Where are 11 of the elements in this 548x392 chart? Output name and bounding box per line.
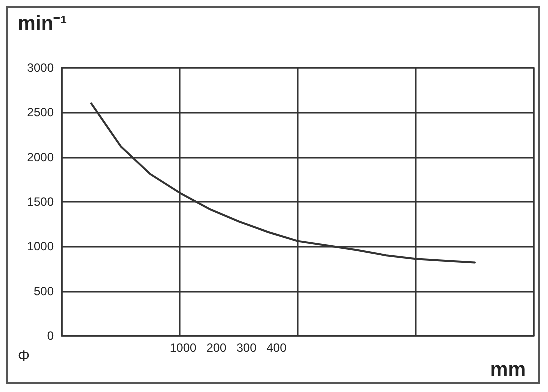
y-axis-title: min⁻¹ bbox=[18, 13, 68, 35]
text: 1000 200 300 400 bbox=[170, 341, 288, 355]
y-tick-label: 500 bbox=[34, 284, 54, 298]
x-axis-title: mm bbox=[490, 359, 526, 381]
y-tick-label: 3000 bbox=[27, 61, 54, 75]
text: Φ bbox=[18, 348, 30, 365]
y-tick-label: 1500 bbox=[27, 195, 54, 209]
y-tick-label: 2000 bbox=[27, 150, 54, 164]
y-tick-label: 2500 bbox=[27, 106, 54, 120]
y-tick-label: 0 bbox=[47, 329, 54, 343]
y-tick-label: 1000 bbox=[27, 240, 54, 254]
